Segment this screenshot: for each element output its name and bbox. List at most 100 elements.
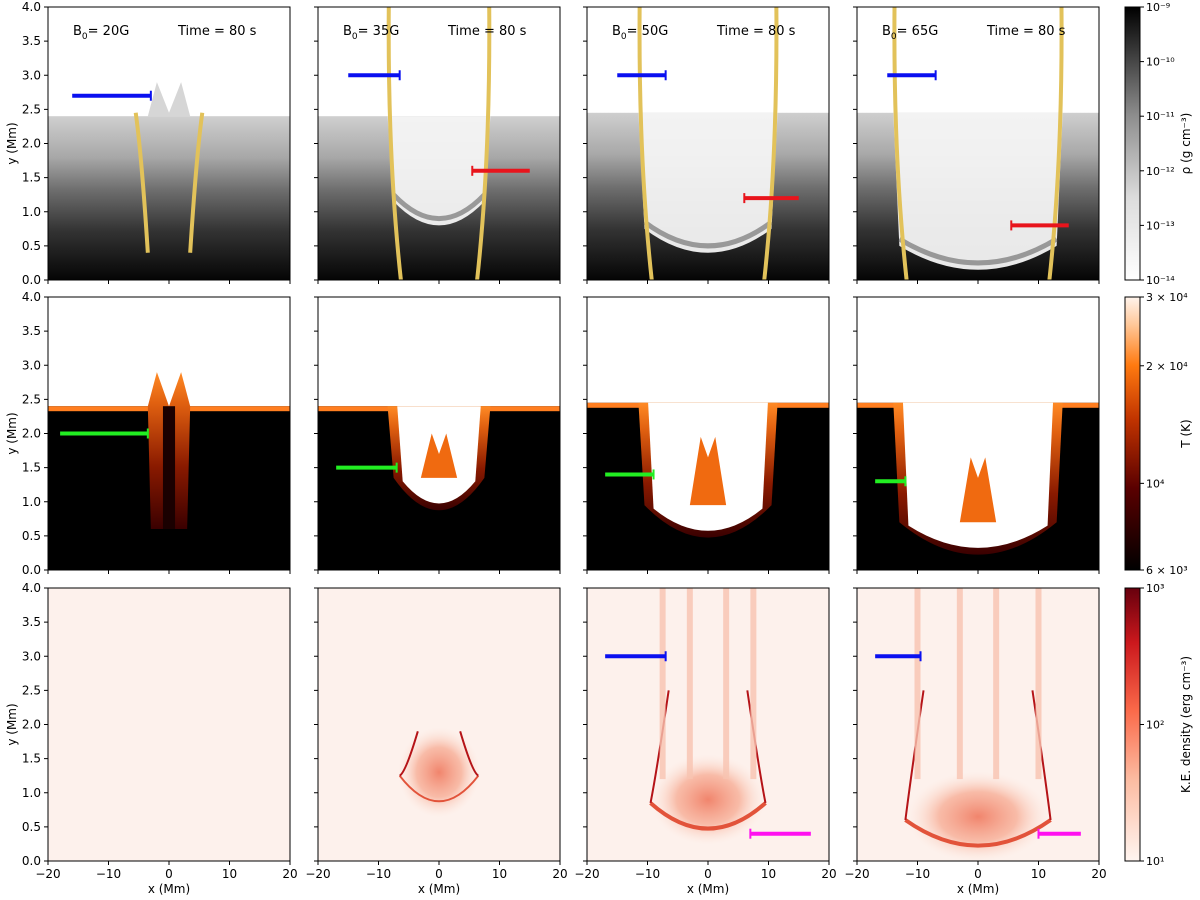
panel-image [48, 588, 290, 861]
y-tick-label: 2.0 [22, 137, 41, 151]
cool-core [162, 406, 176, 530]
ke-front-glow [907, 771, 1049, 861]
x-tick-label: 20 [282, 867, 297, 881]
temperature-spikes [420, 433, 458, 478]
ke-shock-arm [746, 690, 767, 804]
y-tick-label: 3.5 [22, 615, 41, 629]
colorbar-tick-label: 10⁻¹¹ [1146, 110, 1175, 123]
ke-front-arc [398, 775, 480, 803]
y-tick-label: 3.5 [22, 324, 41, 338]
ke-shock-arm [459, 731, 479, 777]
panel-density-35G: B0= 35G Time = 80 s [314, 6, 561, 284]
field-strength-label: B0= 20G [73, 24, 129, 42]
y-tick-label: 1.0 [22, 786, 41, 800]
y-tick-label: 4.0 [22, 581, 41, 595]
x-tick-label: 20 [821, 867, 836, 881]
y-axis-title: y (Mm) [5, 703, 19, 745]
y-tick-label: 1.0 [22, 205, 41, 219]
ke-jet-streak [914, 588, 921, 780]
rarefied-cavity [638, 112, 778, 253]
x-tick-label: 10 [761, 867, 776, 881]
ke-background [318, 588, 560, 861]
y-tick-label: 2.5 [22, 392, 41, 406]
x-tick-label: −10 [366, 867, 391, 881]
y-tick-label: 4.0 [22, 290, 41, 304]
panel-image [48, 7, 290, 280]
colorbar-density: 10⁻⁹ 10⁻¹⁰ 10⁻¹¹ 10⁻¹² 10⁻¹³ 10⁻¹⁴ ρ (g cm⁻³) [1124, 1, 1193, 287]
colorbar-tick-label: 10² [1146, 719, 1164, 732]
x-tick-label: 10 [492, 867, 507, 881]
x-axis-title: x (Mm) [418, 882, 460, 896]
ke-shock-arm [904, 690, 925, 821]
hot-interior [902, 402, 1054, 548]
panel-image [857, 297, 1099, 570]
x-tick-label: −20 [305, 867, 330, 881]
colorbar-tick-label: 10⁻¹⁰ [1146, 56, 1175, 69]
panel-kinetic_energy_density-35G: −20 −10 0 10 20 [305, 587, 568, 881]
ke-jet-streak [723, 588, 730, 780]
panel-grid: 0.0 0.5 1.0 1.5 2.0 2.5 3.0 3.5 4.0 B0= 20G Time =… [22, 0, 1107, 881]
x-tick-label: 0 [435, 867, 443, 881]
colorbar-tick-label: 10⁴ [1146, 477, 1165, 490]
colorbar-tick-label: 3 × 10⁴ [1146, 291, 1188, 304]
y-axis-title: y (Mm) [5, 122, 19, 164]
y-tick-label: 0.0 [22, 273, 41, 287]
panel-kinetic_energy_density-20G: −20 −10 0 10 20 0.0 0.5 1.0 1.5 2.0 2.5 3.0 3.5 4.0 [22, 581, 298, 881]
colorbar-gradient [1124, 6, 1141, 281]
y-tick-label: 2.5 [22, 683, 41, 697]
x-tick-label: 10 [1031, 867, 1046, 881]
colorbar-tick-label: 10⁻¹³ [1146, 219, 1175, 232]
ke-shock-arm [649, 690, 670, 804]
ke-shock-arm [399, 731, 419, 777]
x-tick-label: 0 [704, 867, 712, 881]
x-tick-label: −20 [35, 867, 60, 881]
compressed-shell [642, 219, 774, 249]
field-line [1047, 7, 1064, 280]
y-tick-label: 0.0 [22, 854, 41, 868]
colorbar-tick-label: 2 × 10⁴ [1146, 360, 1188, 373]
temperature-spikes [959, 457, 997, 523]
x-axis-title: x (Mm) [148, 882, 190, 896]
y-tick-label: 1.5 [22, 461, 41, 475]
field-line [133, 112, 150, 253]
time-label: Time = 80 s [986, 24, 1066, 39]
x-tick-label: 20 [552, 867, 567, 881]
y-tick-label: 0.5 [22, 820, 41, 834]
x-axis-title: x (Mm) [957, 882, 999, 896]
x-tick-label: 0 [974, 867, 982, 881]
field-strength-label: B0= 35G [343, 24, 399, 42]
y-tick-label: 0.5 [22, 529, 41, 543]
ke-jet-streak [993, 588, 1000, 780]
field-strength-label: B0= 50G [612, 24, 668, 42]
panel-kinetic_energy_density-50G: −20 −10 0 10 20 [574, 587, 837, 881]
ke-front-glow [650, 754, 766, 845]
time-label: Time = 80 s [716, 24, 796, 39]
ke-front-arc [649, 801, 767, 831]
temperature-spikes [689, 436, 727, 506]
y-tick-label: 3.0 [22, 358, 41, 372]
y-axis-title: y (Mm) [5, 412, 19, 454]
panel-density-50G: B0= 50G Time = 80 s [583, 6, 830, 284]
colorbar-tick-label: 10³ [1146, 582, 1164, 595]
ke-background [48, 588, 290, 861]
colorbar-gradient [1124, 296, 1141, 571]
panel-temperature-65G [853, 296, 1100, 574]
x-tick-label: 20 [1091, 867, 1106, 881]
x-tick-label: 10 [222, 867, 237, 881]
colorbar-tick-label: 10⁻⁹ [1146, 1, 1170, 14]
colorbar-label: ρ (g cm⁻³) [1179, 113, 1193, 175]
x-tick-label: −10 [905, 867, 930, 881]
panel-image [857, 588, 1099, 861]
colorbar-gradient [1124, 587, 1141, 862]
colorbar-tick-label: 6 × 10³ [1146, 564, 1188, 577]
y-tick-label: 2.5 [22, 102, 41, 116]
density-spike [147, 82, 191, 117]
x-tick-label: −10 [635, 867, 660, 881]
panel-image [587, 297, 829, 570]
y-tick-label: 3.5 [22, 34, 41, 48]
colorbar-label: T (K) [1179, 419, 1193, 448]
field-line [892, 7, 909, 280]
panel-temperature-35G [314, 296, 561, 574]
panel-image [587, 7, 829, 280]
panel-density-65G: B0= 65G Time = 80 s [853, 6, 1100, 284]
